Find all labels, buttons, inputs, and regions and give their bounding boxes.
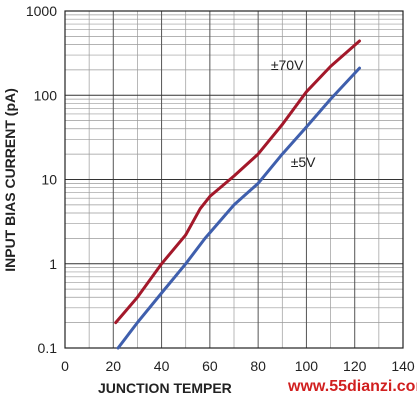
x-tick-label: 60 <box>202 358 218 374</box>
x-axis-title: JUNCTION TEMPER <box>98 380 232 396</box>
y-tick-label: 0.1 <box>38 340 58 356</box>
x-tick-label: 120 <box>343 358 367 374</box>
x-tick-labels: 0 20 40 60 80 100 120 140 <box>61 358 415 374</box>
minor-grid <box>65 11 403 348</box>
watermark: www.55dianzi.com <box>287 378 417 395</box>
series-label: ±5V <box>291 154 316 170</box>
x-tick-label: 20 <box>105 358 121 374</box>
y-tick-label: 10 <box>41 172 57 188</box>
series-line <box>114 39 361 325</box>
series-line <box>116 66 361 350</box>
x-tick-label: 0 <box>61 358 69 374</box>
annotations: ±70V ±5V <box>271 57 316 170</box>
y-axis-title: INPUT BIAS CURRENT (pA) <box>2 88 18 272</box>
x-tick-label: 80 <box>250 358 266 374</box>
y-tick-label: 1000 <box>26 3 57 19</box>
plot-frame <box>64 10 404 349</box>
y-tick-label: 1 <box>49 256 57 272</box>
series-label: ±70V <box>271 57 304 73</box>
x-tick-label: 100 <box>295 358 319 374</box>
y-tick-labels: 0.1 1 10 100 1000 <box>26 3 57 356</box>
x-tick-label: 40 <box>154 358 170 374</box>
x-tick-label: 140 <box>391 358 415 374</box>
y-tick-label: 100 <box>34 87 58 103</box>
series-layer <box>114 39 361 350</box>
